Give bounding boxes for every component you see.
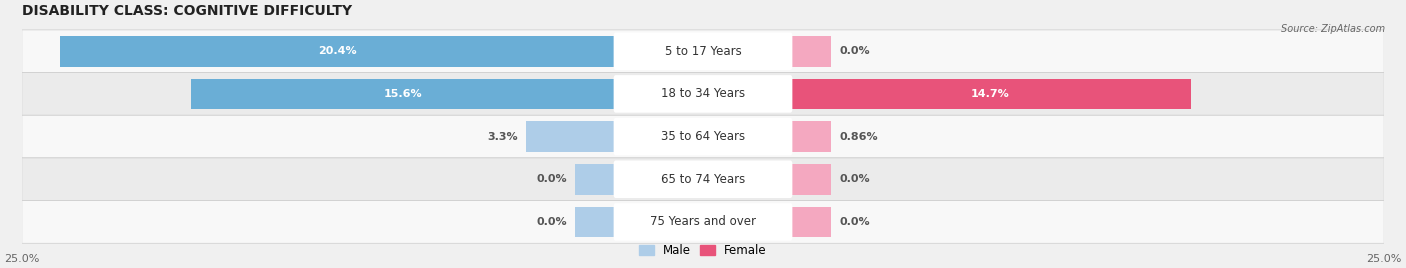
FancyBboxPatch shape (613, 161, 793, 198)
FancyBboxPatch shape (613, 75, 793, 113)
Text: 5 to 17 Years: 5 to 17 Years (665, 45, 741, 58)
Text: 18 to 34 Years: 18 to 34 Years (661, 87, 745, 100)
Text: 35 to 64 Years: 35 to 64 Years (661, 130, 745, 143)
Bar (790, 36, 831, 67)
FancyBboxPatch shape (613, 32, 793, 70)
Text: 15.6%: 15.6% (384, 89, 423, 99)
Text: Source: ZipAtlas.com: Source: ZipAtlas.com (1281, 24, 1385, 34)
Bar (790, 121, 831, 152)
FancyBboxPatch shape (613, 203, 793, 241)
Text: 0.0%: 0.0% (839, 217, 870, 227)
Bar (790, 164, 831, 195)
Text: 14.7%: 14.7% (972, 89, 1010, 99)
Bar (575, 164, 616, 195)
Text: 0.0%: 0.0% (839, 46, 870, 56)
FancyBboxPatch shape (613, 118, 793, 155)
Text: 0.86%: 0.86% (839, 132, 877, 142)
Text: 3.3%: 3.3% (486, 132, 517, 142)
Bar (790, 79, 1191, 109)
FancyBboxPatch shape (22, 200, 1384, 243)
Bar (790, 207, 831, 237)
Text: 20.4%: 20.4% (319, 46, 357, 56)
Bar (526, 121, 616, 152)
FancyBboxPatch shape (22, 115, 1384, 158)
Text: 75 Years and over: 75 Years and over (650, 215, 756, 228)
FancyBboxPatch shape (22, 73, 1384, 115)
Bar (60, 36, 616, 67)
FancyBboxPatch shape (22, 158, 1384, 200)
FancyBboxPatch shape (22, 30, 1384, 73)
Legend: Male, Female: Male, Female (634, 239, 772, 262)
Bar (575, 207, 616, 237)
Text: DISABILITY CLASS: COGNITIVE DIFFICULTY: DISABILITY CLASS: COGNITIVE DIFFICULTY (22, 4, 351, 18)
Text: 65 to 74 Years: 65 to 74 Years (661, 173, 745, 186)
Bar (191, 79, 616, 109)
Text: 0.0%: 0.0% (536, 174, 567, 184)
Text: 0.0%: 0.0% (536, 217, 567, 227)
Text: 0.0%: 0.0% (839, 174, 870, 184)
